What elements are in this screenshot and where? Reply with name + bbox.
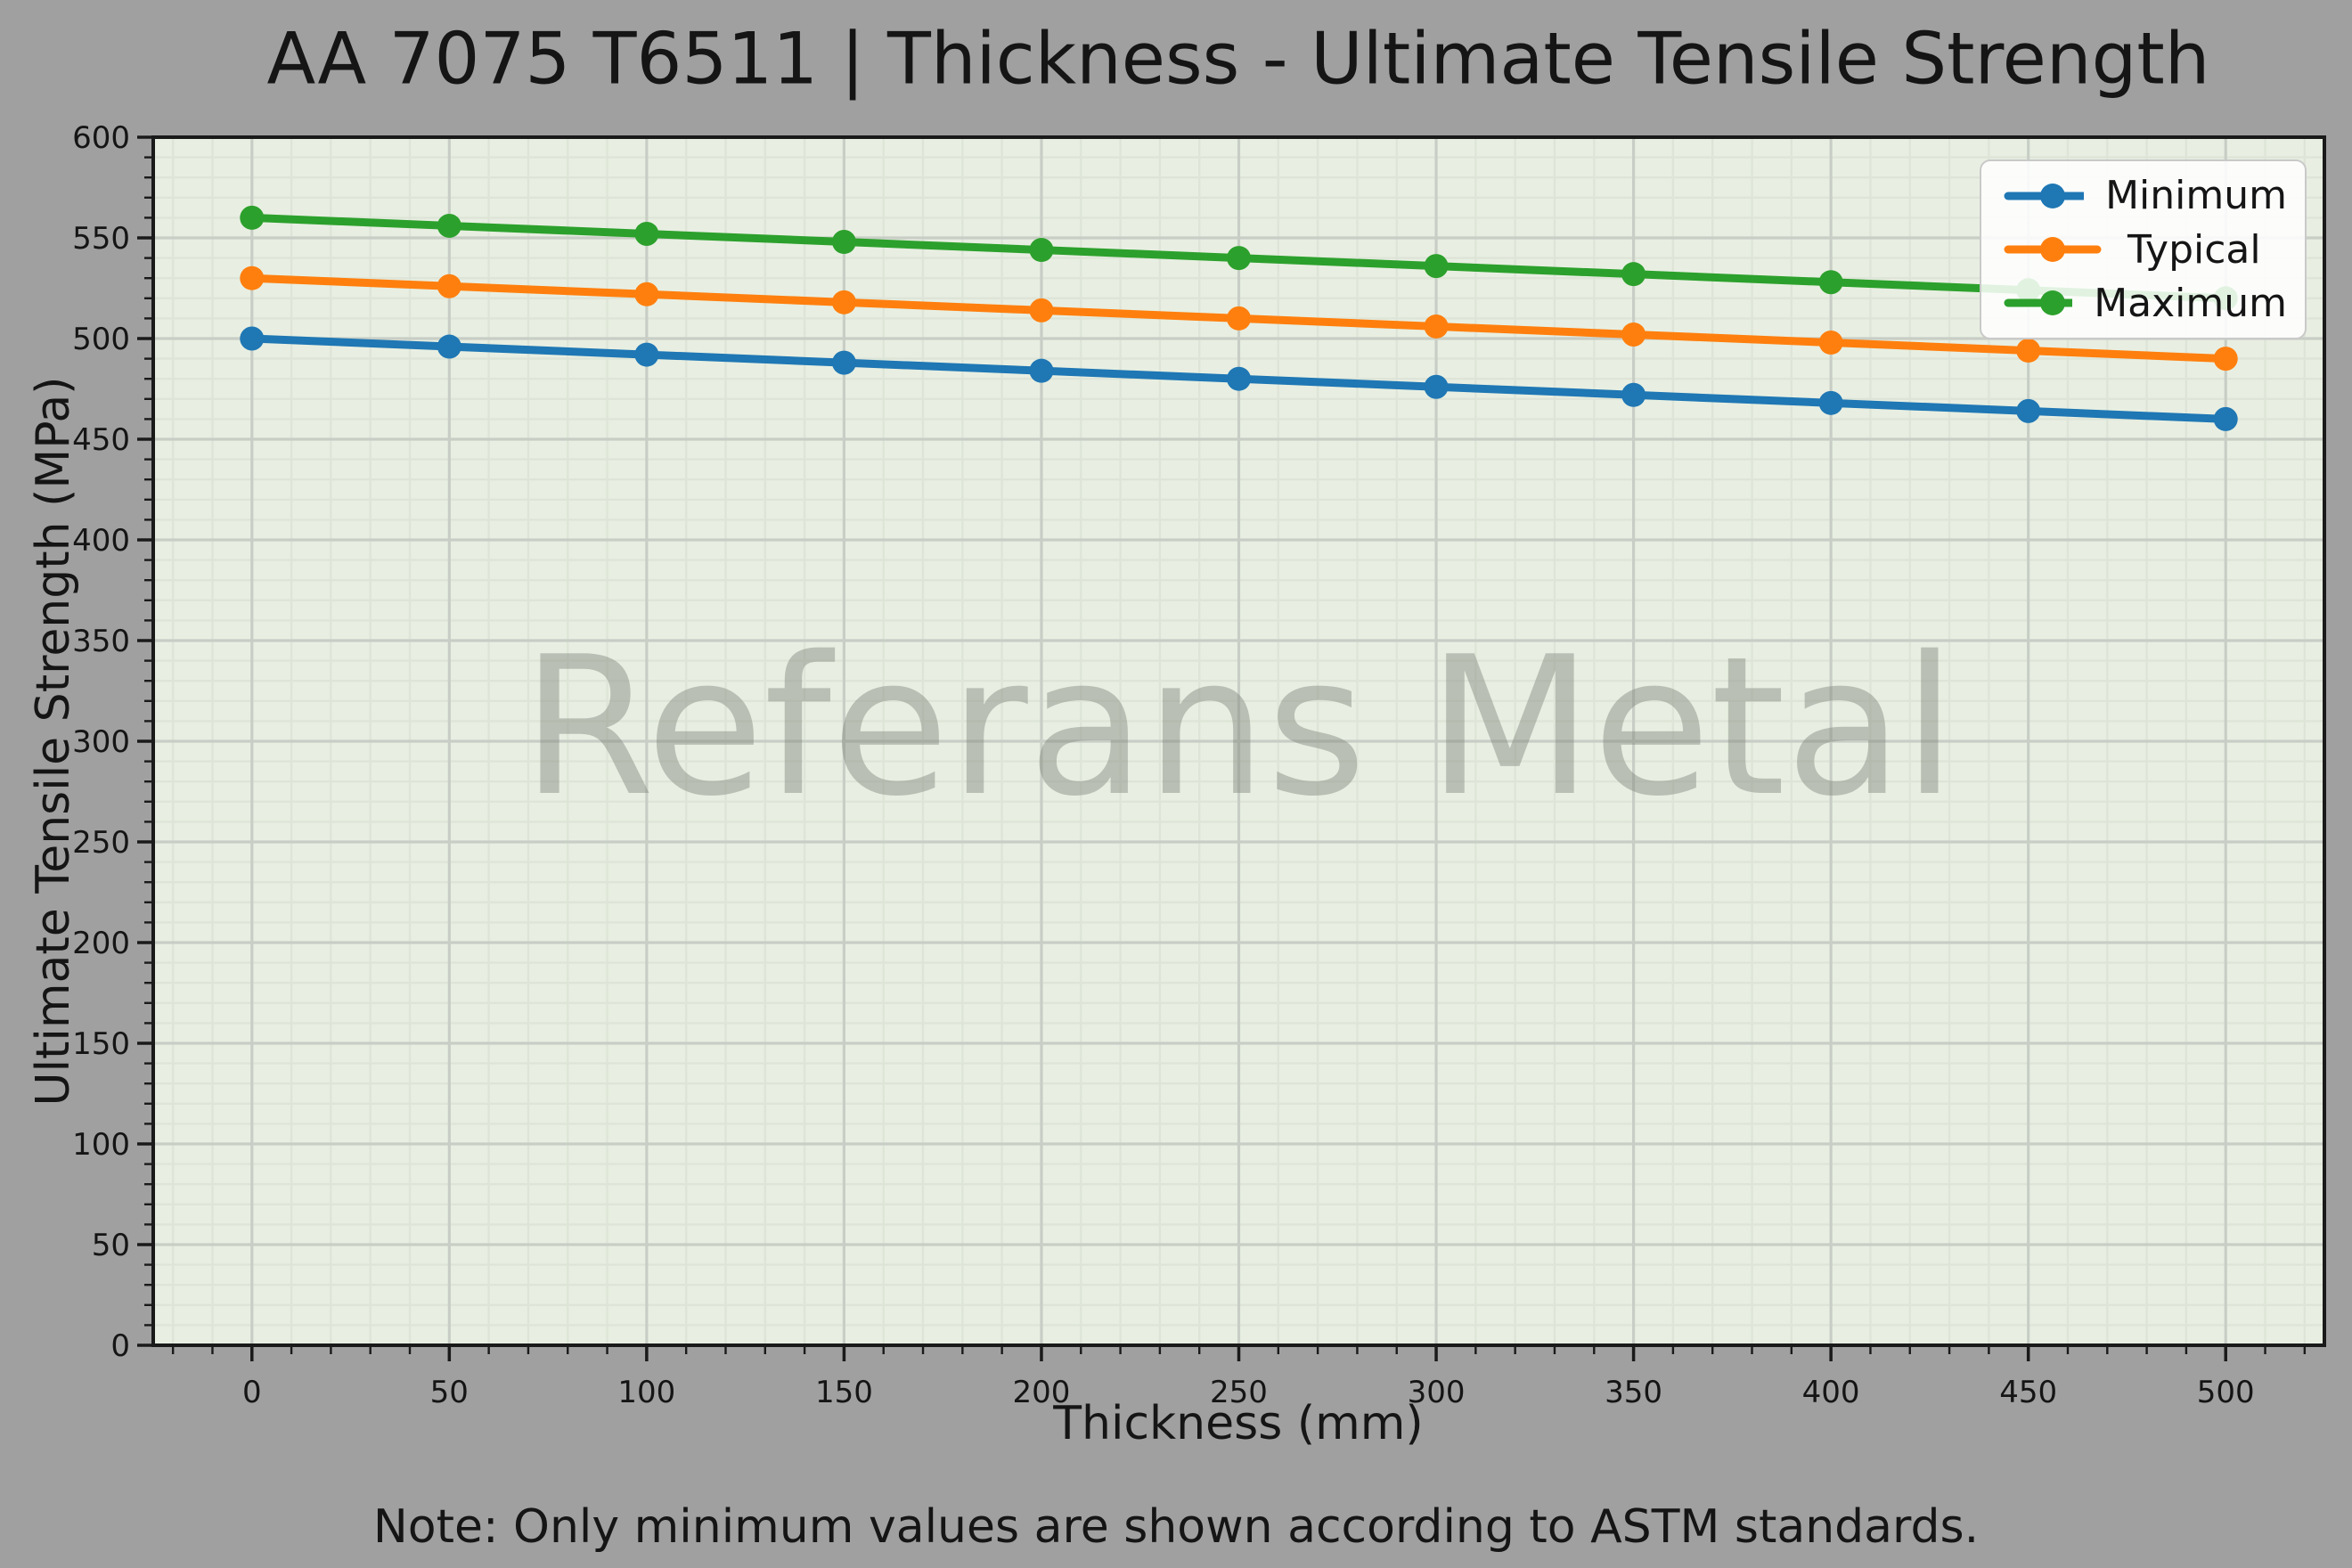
x-tick-label: 0	[242, 1375, 262, 1410]
data-point-typical	[1227, 306, 1251, 331]
data-point-typical	[437, 274, 461, 298]
data-point-typical	[1029, 298, 1054, 323]
x-tick-label: 100	[617, 1375, 675, 1410]
x-tick-label: 50	[430, 1375, 469, 1410]
data-point-maximum	[831, 230, 856, 255]
data-point-minimum	[2016, 398, 2041, 423]
legend-label: Minimum	[2105, 173, 2287, 219]
x-tick-label: 150	[815, 1375, 873, 1410]
data-point-typical	[240, 265, 265, 290]
data-point-maximum	[1227, 246, 1251, 271]
legend-item-minimum: Minimum	[1999, 173, 2287, 218]
data-point-typical	[1424, 314, 1449, 339]
x-tick-label: 400	[1802, 1375, 1860, 1410]
data-point-maximum	[240, 205, 265, 230]
y-tick-label: 150	[72, 1026, 130, 1062]
data-point-minimum	[240, 326, 265, 351]
data-point-maximum	[1621, 262, 1646, 287]
y-tick-label: 50	[92, 1228, 130, 1263]
y-tick-label: 400	[72, 523, 130, 559]
data-point-minimum	[831, 350, 856, 375]
chart-title: AA 7075 T6511 | Thickness - Ultimate Ten…	[266, 17, 2210, 101]
y-tick-label: 450	[72, 422, 130, 458]
data-point-maximum	[634, 221, 659, 246]
x-tick-label: 450	[1999, 1375, 2057, 1410]
data-point-typical	[831, 290, 856, 314]
legend-item-maximum: Maximum	[1999, 281, 2287, 326]
legend-label: Typical	[2127, 226, 2261, 273]
x-axis-label: Thickness (mm)	[1053, 1397, 1424, 1450]
data-point-typical	[634, 282, 659, 306]
legend-item-typical: Typical	[1999, 227, 2287, 273]
data-point-minimum	[437, 334, 461, 359]
data-point-maximum	[1424, 254, 1449, 279]
data-point-minimum	[1424, 374, 1449, 399]
y-tick-label: 500	[72, 322, 130, 357]
legend: Minimum Typical Maximum	[1980, 159, 2307, 339]
footnote: Note: Only minimum values are shown acco…	[372, 1500, 1980, 1554]
data-point-minimum	[1227, 366, 1251, 391]
y-tick-label: 300	[72, 724, 130, 760]
x-tick-label: 500	[2197, 1375, 2255, 1410]
legend-swatch-icon	[2004, 183, 2085, 208]
x-tick-label: 350	[1605, 1375, 1662, 1410]
legend-label: Maximum	[2094, 280, 2287, 326]
y-tick-label: 250	[72, 825, 130, 861]
x-tick-label: 300	[1408, 1375, 1466, 1410]
y-tick-label: 200	[72, 926, 130, 961]
data-point-minimum	[1029, 358, 1054, 383]
y-tick-label: 600	[72, 120, 130, 156]
data-point-minimum	[1818, 390, 1843, 415]
y-tick-label: 100	[72, 1127, 130, 1163]
y-tick-label: 350	[72, 624, 130, 659]
data-point-minimum	[1621, 382, 1646, 407]
data-point-typical	[2213, 347, 2238, 372]
data-point-maximum	[1029, 238, 1054, 263]
data-point-typical	[2016, 339, 2041, 363]
y-tick-label: 550	[72, 221, 130, 257]
x-tick-label: 200	[1013, 1375, 1071, 1410]
data-point-minimum	[2213, 406, 2238, 431]
data-point-minimum	[634, 342, 659, 367]
data-point-maximum	[437, 213, 461, 238]
data-point-typical	[1818, 331, 1843, 355]
data-point-maximum	[1818, 270, 1843, 295]
x-tick-label: 250	[1210, 1375, 1268, 1410]
data-point-typical	[1621, 322, 1646, 347]
legend-swatch-icon	[2004, 237, 2102, 262]
watermark-text: Referans Metal	[521, 615, 1956, 838]
legend-swatch-icon	[2004, 290, 2073, 316]
y-tick-label: 0	[110, 1328, 130, 1364]
y-axis-label: Ultimate Tensile Strength (MPa)	[27, 376, 80, 1107]
